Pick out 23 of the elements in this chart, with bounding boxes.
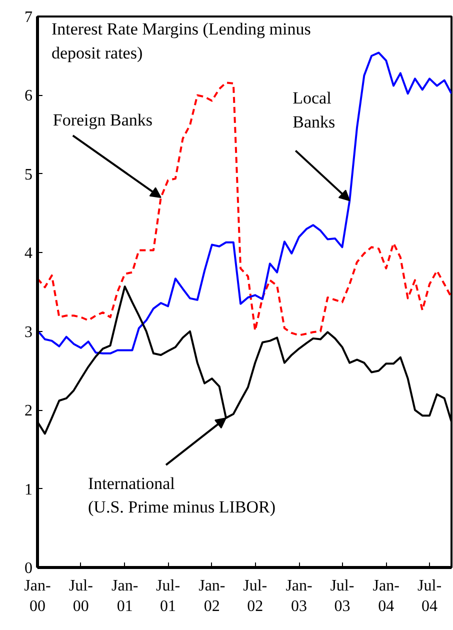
- annotation: International (U.S. Prime minus LIBOR): [88, 474, 276, 517]
- annotation: Local Banks: [292, 88, 336, 132]
- y-tick-label: 3: [24, 324, 32, 341]
- x-tick-label: Jul- 01: [156, 578, 180, 615]
- x-tick-label: Jan- 01: [112, 578, 138, 615]
- y-tick-label: 1: [24, 481, 32, 498]
- x-tick-label: Jul- 03: [330, 578, 354, 615]
- x-tick-label: Jan- 03: [286, 578, 312, 615]
- x-tick-label: Jan- 04: [372, 578, 400, 615]
- y-tick-label: 0: [24, 560, 32, 577]
- y-tick-label: 6: [24, 88, 32, 105]
- annotation: Foreign Banks: [52, 110, 153, 130]
- y-tick-label: 2: [24, 402, 32, 420]
- line-series: [38, 82, 452, 336]
- x-tick-label: Jul- 00: [68, 578, 93, 615]
- y-tick-label: 4: [24, 245, 32, 262]
- y-tick-label: 5: [24, 166, 32, 184]
- x-tick-label: Jan- 02: [198, 578, 226, 615]
- x-tick-label: Jul- 02: [243, 578, 268, 615]
- x-tick-label: Jan- 00: [24, 578, 51, 615]
- x-tick-label: Jul- 04: [418, 578, 442, 615]
- y-tick-label: 7: [24, 9, 32, 26]
- text: Interest Rate Margins (Lending minus deposit rates): [52, 20, 311, 62]
